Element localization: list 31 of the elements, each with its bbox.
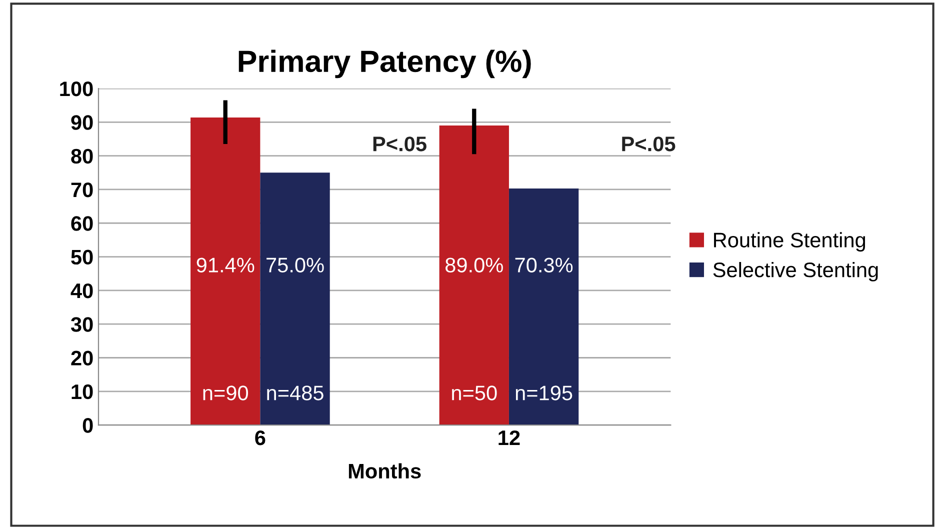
bar: [190, 117, 260, 426]
y-tick-label: 80: [71, 148, 93, 164]
annotation: n=90: [203, 386, 248, 400]
y-tick-label: 50: [71, 250, 93, 265]
data-label: 75.0%: [266, 258, 324, 272]
data-label: 89.0%: [446, 258, 503, 272]
annotation: P<.05: [373, 136, 426, 152]
y-tick-label: 20: [71, 350, 93, 366]
y-tick-label: 90: [71, 115, 93, 130]
x-axis-title: Months: [348, 463, 421, 479]
x-tick-label: 6: [255, 430, 266, 446]
bar: [439, 126, 509, 426]
annotation: n=195: [516, 386, 572, 400]
y-tick-label: 0: [82, 418, 93, 433]
annotation: P<.05: [622, 136, 676, 152]
bar: [260, 172, 330, 426]
annotation: n=485: [267, 386, 324, 400]
y-tick-label: 10: [72, 384, 93, 400]
legend-label: Routine Stenting: [714, 232, 866, 252]
data-label: 91.4%: [196, 258, 254, 272]
annotation: n=50: [452, 386, 497, 400]
y-tick-label: 100: [60, 82, 93, 96]
y-tick-label: 30: [70, 317, 93, 332]
data-label: 70.3%: [515, 258, 573, 272]
y-tick-label: 70: [71, 182, 93, 198]
chart-title: Primary Patency (%): [238, 50, 531, 78]
y-tick-label: 40: [70, 283, 93, 298]
y-tick-label: 60: [71, 216, 93, 231]
bar: [508, 188, 579, 426]
legend-label: Selective Stenting: [713, 262, 878, 282]
x-tick-label: 12: [498, 430, 520, 446]
